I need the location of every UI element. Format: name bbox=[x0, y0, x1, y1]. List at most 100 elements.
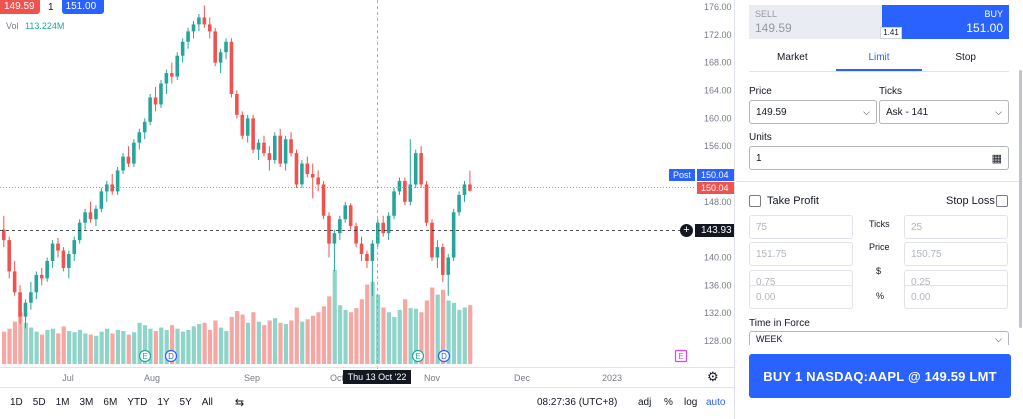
log-scale-toggle[interactable]: log bbox=[684, 396, 698, 408]
tp-ticks-input[interactable]: 75 bbox=[749, 215, 853, 239]
volume-bar bbox=[104, 328, 110, 364]
candle-body bbox=[354, 226, 358, 244]
candle-body bbox=[153, 97, 158, 105]
candle-body bbox=[343, 205, 348, 220]
volume-bar bbox=[175, 328, 180, 364]
time-axis-label: 2023 bbox=[602, 373, 622, 383]
candle-body bbox=[170, 73, 174, 77]
auto-scale-toggle[interactable]: auto bbox=[706, 396, 726, 408]
units-input[interactable]: 1 ▦ bbox=[749, 146, 1009, 170]
candle-body bbox=[186, 31, 190, 42]
time-axis-label: Sep bbox=[244, 373, 260, 383]
event-marker-label: E bbox=[678, 352, 683, 361]
time-axis-label: Jul bbox=[62, 373, 74, 383]
percent-scale-toggle[interactable]: % bbox=[664, 396, 673, 408]
volume-bar bbox=[207, 329, 213, 364]
candle-body bbox=[121, 156, 125, 171]
range-ytd-button[interactable]: YTD bbox=[127, 396, 148, 408]
adjust-toggle[interactable]: adj bbox=[638, 396, 652, 408]
go-to-date-icon[interactable]: ⇆ bbox=[234, 396, 245, 409]
ticks-select[interactable]: Ask - 141 ⌵ bbox=[879, 100, 1009, 124]
volume-bar bbox=[110, 333, 115, 364]
candlestick-chart[interactable]: 176.00172.00168.00164.00160.00156.00152.… bbox=[0, 0, 735, 419]
sell-price: 149.59 bbox=[755, 21, 792, 35]
volume-bar bbox=[2, 331, 7, 364]
tab-stop[interactable]: Stop bbox=[955, 52, 976, 63]
volume-bar bbox=[278, 322, 283, 364]
tab-limit[interactable]: Limit bbox=[835, 49, 923, 71]
volume-bar bbox=[305, 319, 310, 364]
volume-bar bbox=[359, 299, 364, 364]
section-divider bbox=[736, 181, 1023, 182]
post-market-label: Post bbox=[669, 169, 695, 181]
range-1m-button[interactable]: 1M bbox=[55, 396, 70, 408]
tp-percent-input[interactable]: 0.00 bbox=[749, 285, 853, 309]
stop-loss-checkbox[interactable] bbox=[996, 195, 1008, 207]
clock-timezone[interactable]: 08:27:36 (UTC+8) bbox=[537, 396, 618, 408]
price-input-value: 149.59 bbox=[756, 106, 787, 118]
chevron-down-icon[interactable]: ⌵ bbox=[863, 106, 870, 117]
candle-body bbox=[262, 142, 266, 154]
tp-dollars-value: 0.75 bbox=[756, 276, 776, 288]
candle-body bbox=[50, 243, 55, 261]
range-all-button[interactable]: All bbox=[201, 396, 213, 408]
volume-bar bbox=[224, 331, 229, 364]
calculator-icon[interactable]: ▦ bbox=[991, 152, 1002, 165]
volume-bar bbox=[413, 308, 419, 364]
volume-bar bbox=[235, 311, 240, 364]
range-1y-button[interactable]: 1Y bbox=[157, 396, 170, 408]
sell-side-button[interactable]: SELL 149.59 bbox=[749, 5, 882, 39]
volume-bar bbox=[240, 314, 245, 364]
candle-body bbox=[207, 24, 212, 32]
legend-buy-price[interactable]: 151.00 bbox=[61, 0, 104, 14]
sl-percent-input[interactable]: 0.00 bbox=[904, 285, 1008, 309]
range-3m-button[interactable]: 3M bbox=[79, 396, 94, 408]
volume-bar bbox=[262, 325, 267, 364]
candle-body bbox=[224, 41, 228, 53]
volume-legend: Vol 113.224M bbox=[6, 21, 64, 31]
sl-ticks-input[interactable]: 25 bbox=[904, 215, 1008, 239]
candle-body bbox=[267, 153, 272, 161]
volume-bar bbox=[61, 326, 66, 364]
chart-settings-gear-icon[interactable]: ⚙ bbox=[707, 369, 719, 384]
volume-bar bbox=[256, 321, 261, 364]
chart-pane[interactable]: 176.00172.00168.00164.00160.00156.00152.… bbox=[0, 0, 735, 419]
range-6m-button[interactable]: 6M bbox=[103, 396, 118, 408]
candle-body bbox=[321, 184, 326, 216]
volume-bar bbox=[348, 312, 354, 364]
volume-bar bbox=[310, 315, 316, 364]
crosshair-date-tag: Thu 13 Oct '22 bbox=[343, 370, 411, 384]
volume-bar bbox=[180, 331, 186, 364]
submit-order-button[interactable]: BUY 1 NASDAQ:AAPL @ 149.59 LMT bbox=[749, 354, 1011, 398]
volume-bar bbox=[77, 329, 83, 364]
volume-bar bbox=[137, 322, 142, 364]
price-input[interactable]: 149.59 ⌵ bbox=[749, 100, 877, 124]
volume-bar bbox=[397, 309, 402, 364]
buy-side-button[interactable]: BUY 151.00 bbox=[882, 5, 1009, 39]
tp-price-input[interactable]: 151.75 bbox=[749, 242, 853, 266]
volume-bar bbox=[419, 312, 424, 364]
range-5y-button[interactable]: 5Y bbox=[179, 396, 192, 408]
take-profit-checkbox[interactable] bbox=[749, 195, 761, 207]
volume-bar bbox=[338, 305, 343, 364]
legend-sell-price[interactable]: 149.59 bbox=[0, 0, 40, 14]
panel-scrollbar[interactable] bbox=[1019, 70, 1022, 328]
event-marker-label: E bbox=[142, 352, 147, 361]
volume-bar bbox=[142, 325, 148, 364]
time-in-force-select[interactable]: WEEK ⌵ bbox=[749, 331, 1009, 345]
add-order-plus-icon[interactable]: + bbox=[680, 224, 693, 237]
tab-market[interactable]: Market bbox=[777, 52, 808, 63]
candle-body bbox=[462, 184, 467, 195]
candle-body bbox=[359, 243, 364, 255]
sl-price-input[interactable]: 150.75 bbox=[904, 242, 1008, 266]
price-axis-label: 136.00 bbox=[704, 280, 732, 290]
volume-bar bbox=[159, 327, 164, 364]
volume-bar bbox=[354, 308, 359, 364]
candle-body bbox=[126, 156, 131, 164]
range-1d-button[interactable]: 1D bbox=[10, 396, 23, 408]
candle-body bbox=[408, 184, 413, 202]
volume-value: 113.224M bbox=[25, 21, 65, 31]
price-axis-label: 172.00 bbox=[704, 30, 732, 40]
volume-bar bbox=[251, 312, 256, 364]
range-5d-button[interactable]: 5D bbox=[32, 396, 46, 408]
